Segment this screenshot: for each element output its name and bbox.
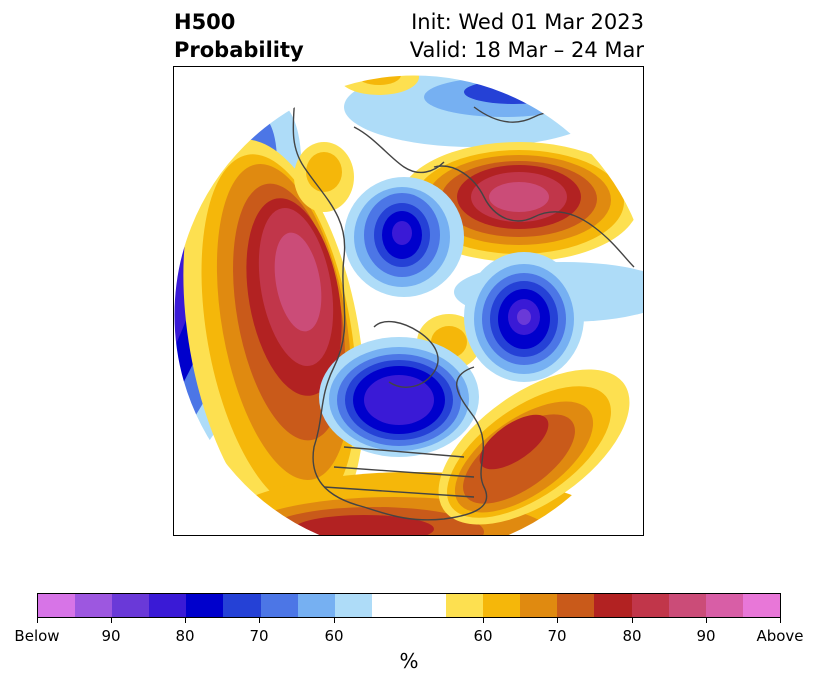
colorbar-segment (631, 594, 669, 617)
colorbar-tick-label: 70 (249, 627, 269, 645)
colorbar-segment (594, 594, 632, 617)
colorbar-tick (706, 618, 707, 623)
map-panel[interactable] (173, 66, 644, 536)
colorbar-segment (408, 594, 447, 617)
colorbar-segment (149, 594, 187, 617)
valid-range: Valid: 18 Mar – 24 Mar (409, 38, 644, 62)
colorbar-segment (557, 594, 595, 617)
colorbar-tick (780, 618, 781, 623)
colorbar-tick-label: 90 (696, 627, 716, 645)
colorbar-tick-label: Below (14, 627, 60, 645)
colorbar-tick (632, 618, 633, 623)
title-left: H500 Probability (174, 8, 304, 64)
colorbar-tick-label: 70 (547, 627, 567, 645)
colorbar-segment (742, 594, 780, 617)
colorbar-tick (185, 618, 186, 623)
colorbar-segment (520, 594, 558, 617)
colorbar-tick-label: 60 (473, 627, 493, 645)
colorbar-segment (38, 594, 76, 617)
colorbar-tick (334, 618, 335, 623)
north-atlantic-negative-center (464, 252, 584, 382)
colorbar-segment (334, 594, 372, 617)
colorbar (37, 593, 781, 618)
colorbar-tick (37, 618, 38, 623)
colorbar-tick (259, 618, 260, 623)
small-west-positive (294, 142, 354, 212)
probability-field (174, 75, 643, 535)
colorbar-tick (111, 618, 112, 623)
colorbar-segment (705, 594, 743, 617)
arctic-negative-center (344, 177, 464, 297)
colorbar-segment (297, 594, 335, 617)
colorbar-segment (483, 594, 521, 617)
colorbar-tick-label: Above (756, 627, 804, 645)
init-date: Init: Wed 01 Mar 2023 (411, 10, 644, 34)
colorbar-segment (112, 594, 150, 617)
colorbar-tick (483, 618, 484, 623)
colorbar-segment (668, 594, 706, 617)
west-positive-ridge (183, 139, 365, 535)
title-right: Init: Wed 01 Mar 2023 Valid: 18 Mar – 24… (410, 8, 644, 64)
atlantic-positive (438, 369, 630, 525)
colorbar-segment (260, 594, 298, 617)
colorbar-tick-label: 60 (324, 627, 344, 645)
colorbar-tick-label: 80 (622, 627, 642, 645)
colorbar-segment (75, 594, 113, 617)
canada-negative-center (319, 337, 479, 457)
title-variable: H500 (174, 10, 236, 34)
colorbar-unit-label: % (399, 649, 419, 673)
colorbar-segment (223, 594, 261, 617)
colorbar-tick (557, 618, 558, 623)
colorbar-tick-label: 80 (175, 627, 195, 645)
colorbar-tick-label: 90 (101, 627, 121, 645)
colorbar-segment (371, 594, 409, 617)
title-product: Probability (174, 38, 304, 62)
probability-map (174, 74, 643, 535)
colorbar-segment (446, 594, 484, 617)
colorbar-segment (186, 594, 224, 617)
